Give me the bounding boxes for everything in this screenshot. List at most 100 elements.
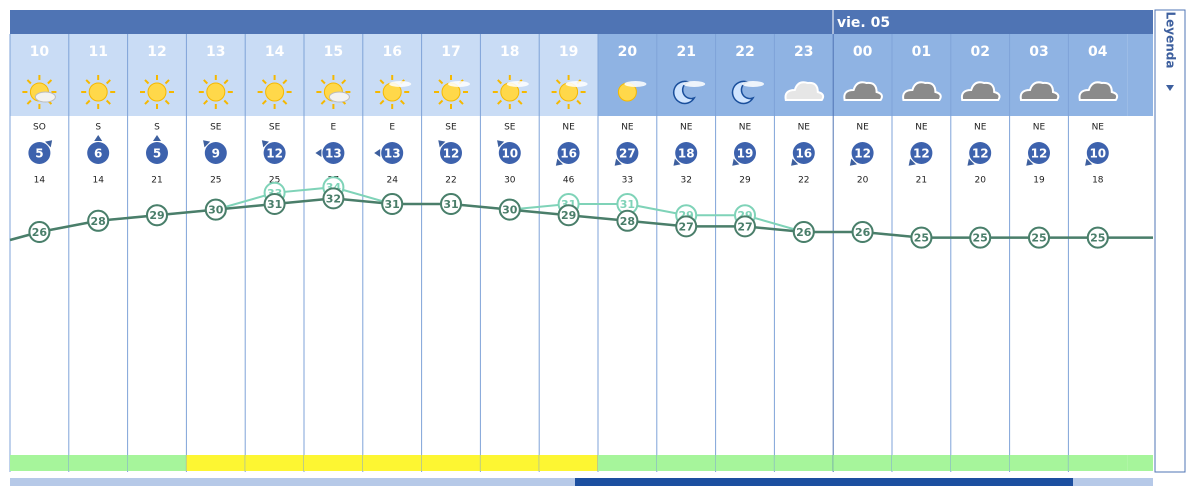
wind-arrow	[908, 158, 916, 166]
temperature-line-marker	[1028, 226, 1050, 249]
sun-icon	[492, 75, 529, 109]
legend-label[interactable]: Leyenda	[1164, 12, 1178, 69]
temperature-line-marker	[381, 193, 404, 215]
temperature-line-label: 26	[796, 226, 812, 239]
temperature-line-label: 25	[1031, 232, 1046, 245]
hour-label: 21	[676, 44, 695, 60]
risk-band	[833, 455, 892, 471]
wind-direction: SE	[210, 123, 222, 133]
wind-direction: NE	[739, 123, 752, 133]
wind-arrow	[315, 148, 322, 157]
wind-direction: SO	[33, 123, 46, 133]
scroll-thumb[interactable]	[575, 478, 1073, 486]
hour-label: 01	[912, 44, 931, 60]
wind-speed-label: 16	[795, 147, 812, 161]
gust-label: 22	[445, 176, 456, 186]
haze	[683, 81, 706, 87]
sun-icon	[140, 75, 174, 109]
hour-label: 03	[1029, 44, 1048, 60]
temperature-line-label: 30	[208, 204, 224, 217]
wind-arrow	[673, 158, 681, 166]
gust-label: 21	[916, 176, 927, 186]
hour-label: 23	[794, 44, 813, 60]
cloud	[784, 81, 825, 101]
feels-like-line-label: 31	[620, 198, 635, 211]
temperature-line-marker	[498, 198, 521, 221]
sun-icon	[257, 75, 292, 109]
wind-speed-marker	[557, 142, 580, 164]
wind-arrow	[261, 140, 269, 148]
risk-band	[656, 455, 716, 471]
wind-speed-label: 13	[325, 147, 342, 161]
sun-ray	[164, 79, 170, 85]
wind-direction: SE	[504, 123, 516, 133]
sun-ray	[282, 79, 288, 85]
risk-band	[186, 455, 246, 471]
risk-band	[421, 455, 481, 471]
sun-ray	[517, 99, 523, 105]
temperature-line-label: 27	[679, 220, 694, 233]
wind-speed-label: 27	[619, 147, 636, 161]
wind-direction: NE	[621, 123, 634, 133]
sun-ray	[341, 79, 347, 85]
wind-arrow	[94, 135, 103, 141]
temperature-line-label: 30	[502, 204, 518, 217]
wind-speed-marker	[1028, 142, 1050, 164]
temperature-line-marker	[263, 193, 286, 215]
temperature-line-marker	[675, 215, 698, 238]
gust-label: 32	[680, 176, 691, 186]
wind-arrow	[849, 158, 857, 166]
temperature-line-label: 28	[91, 215, 106, 228]
wind-direction: NE	[798, 123, 811, 133]
temperature-line-marker	[87, 209, 110, 232]
wind-direction: S	[154, 123, 160, 133]
sun-ray	[497, 99, 503, 105]
wind-speed-label: 5	[153, 147, 161, 161]
wind-speed-marker	[322, 142, 345, 164]
cloud	[1019, 81, 1060, 101]
sun-ray	[47, 79, 53, 85]
hour-label: 17	[441, 44, 460, 60]
sun-ray	[438, 79, 444, 85]
wind-speed-marker	[675, 142, 698, 164]
haze	[742, 81, 764, 87]
temperature-line-label: 29	[561, 209, 576, 222]
risk-band	[480, 455, 540, 471]
wind-arrow	[732, 158, 740, 166]
sun-ray	[26, 99, 32, 105]
wind-arrow	[374, 149, 381, 158]
temperature-line-label: 25	[973, 232, 988, 245]
wind-speed-marker	[910, 142, 933, 164]
legend-tab[interactable]	[1154, 9, 1186, 473]
temperature-line-marker	[792, 221, 815, 243]
sun-ray	[105, 99, 111, 105]
sun-ray	[223, 99, 229, 105]
wind-speed-label: 10	[1089, 147, 1106, 161]
sun-ray	[458, 99, 464, 105]
temperature-line-marker	[851, 221, 874, 243]
temperature-line-label: 31	[385, 198, 400, 211]
risk-band	[715, 455, 775, 471]
sun-ray	[261, 99, 267, 105]
temperature-line-label: 26	[32, 226, 48, 239]
legend-arrow[interactable]	[1166, 85, 1174, 91]
moon	[673, 80, 696, 105]
hour-label: 00	[853, 44, 873, 60]
sun-icon	[22, 75, 57, 109]
hour-cell	[950, 34, 1010, 116]
gust-label: 46	[563, 176, 575, 186]
temperature-line-marker	[146, 204, 168, 227]
gust-label: 25	[210, 176, 221, 186]
hour-label: 04	[1088, 44, 1108, 60]
temperature-line-marker	[910, 226, 933, 249]
sun-ray	[282, 99, 288, 105]
wind-direction: NE	[974, 123, 987, 133]
wind-speed-marker	[969, 142, 992, 164]
temperature-line-label: 26	[855, 226, 871, 239]
gust-label: 24	[386, 176, 398, 186]
risk-band	[598, 455, 657, 471]
gust-label: 30	[504, 176, 516, 186]
temperature-line-label: 28	[620, 215, 635, 228]
wind-arrow	[967, 158, 975, 166]
wind-speed-marker	[851, 142, 874, 164]
